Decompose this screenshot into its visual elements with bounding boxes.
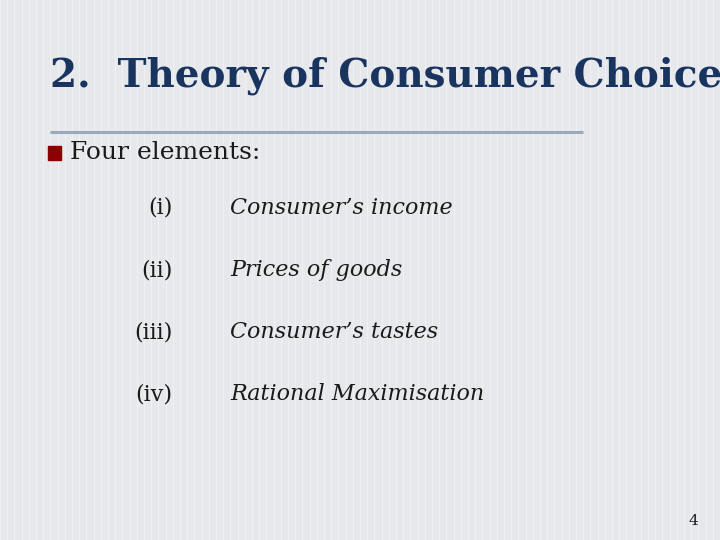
Text: 2.  Theory of Consumer Choice: 2. Theory of Consumer Choice <box>50 57 720 95</box>
Text: Consumer’s income: Consumer’s income <box>230 197 453 219</box>
Text: Rational Maximisation: Rational Maximisation <box>230 383 485 405</box>
Text: (ii): (ii) <box>141 259 173 281</box>
Text: Prices of goods: Prices of goods <box>230 259 402 281</box>
Text: Consumer’s tastes: Consumer’s tastes <box>230 321 438 343</box>
Bar <box>48 146 61 160</box>
Text: (iii): (iii) <box>135 321 173 343</box>
Text: (i): (i) <box>148 197 173 219</box>
Text: Four elements:: Four elements: <box>70 141 260 164</box>
Text: 4: 4 <box>688 514 698 528</box>
Text: (iv): (iv) <box>135 383 173 405</box>
